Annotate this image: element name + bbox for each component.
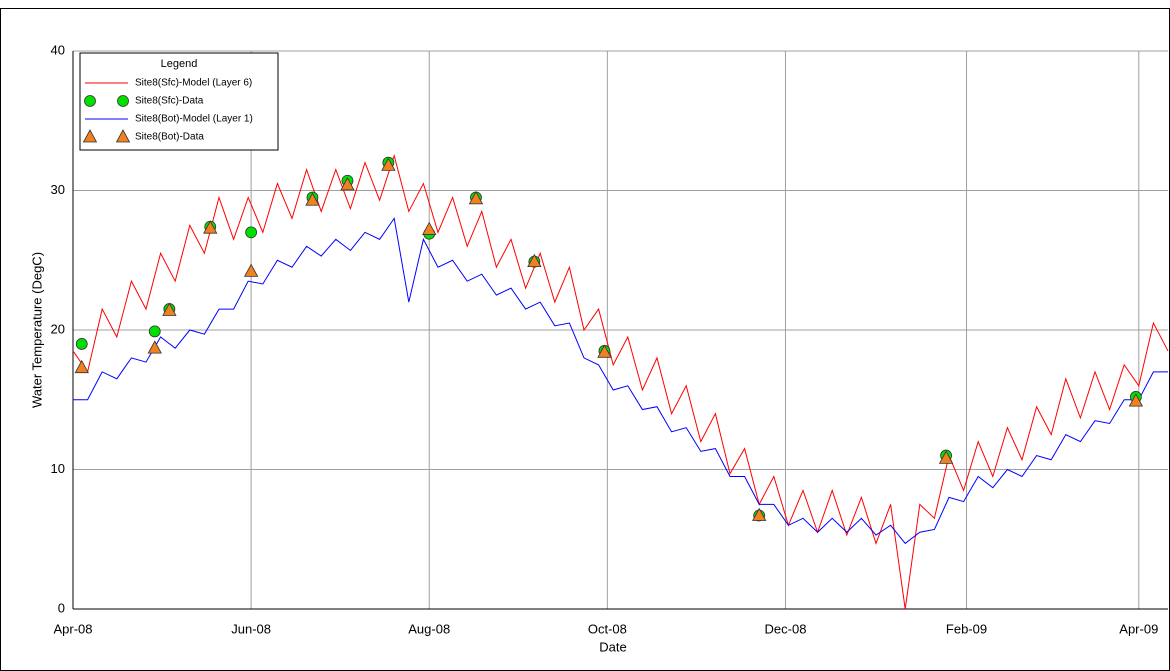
x-tick-label: Apr-08 bbox=[53, 621, 92, 636]
legend-label: Site8(Sfc)-Data bbox=[135, 96, 204, 107]
data-marker bbox=[245, 226, 258, 239]
data-marker bbox=[148, 325, 161, 338]
x-tick-label: Jun-08 bbox=[231, 621, 271, 636]
x-tick-label: Oct-08 bbox=[588, 621, 627, 636]
data-marker bbox=[527, 253, 542, 268]
legend-label: Site8(Bot)-Model (Layer 1) bbox=[135, 114, 253, 125]
data-marker bbox=[74, 359, 89, 374]
legend-label: Site8(Bot)-Data bbox=[135, 132, 204, 143]
data-marker bbox=[82, 129, 98, 143]
data-marker bbox=[147, 340, 162, 354]
data-marker bbox=[597, 344, 612, 358]
data-marker bbox=[117, 95, 129, 107]
data-marker bbox=[84, 95, 96, 107]
legend-title: Legend bbox=[161, 58, 198, 70]
x-axis-title: Date bbox=[599, 639, 626, 654]
data-marker bbox=[1128, 393, 1144, 407]
data-marker bbox=[340, 177, 355, 191]
x-tick-label: Feb-09 bbox=[946, 621, 987, 636]
legend-label: Site8(Sfc)-Model (Layer 6) bbox=[135, 78, 252, 89]
data-marker bbox=[938, 450, 954, 464]
y-axis-title: Water Temperature (DegC) bbox=[29, 252, 44, 408]
data-marker bbox=[203, 220, 218, 234]
x-tick-label: Apr-09 bbox=[1119, 621, 1158, 636]
legend: Legend Site8(Sfc)-Model (Layer 6) Site8(Sf… bbox=[79, 52, 279, 151]
data-marker bbox=[243, 263, 259, 277]
legend-box bbox=[79, 52, 279, 151]
data-marker bbox=[381, 157, 396, 171]
model-line bbox=[73, 217, 1168, 545]
y-tick-label: 0 bbox=[58, 600, 65, 615]
data-marker bbox=[162, 302, 177, 316]
data-marker bbox=[75, 338, 88, 350]
y-tick-label: 40 bbox=[51, 42, 65, 57]
data-marker bbox=[468, 191, 484, 205]
data-marker bbox=[115, 129, 131, 143]
model-line bbox=[72, 153, 1169, 610]
data-marker bbox=[752, 507, 767, 521]
y-tick-label: 30 bbox=[51, 182, 65, 197]
x-tick-label: Aug-08 bbox=[408, 621, 450, 636]
x-tick-label: Dec-08 bbox=[765, 621, 807, 636]
y-tick-label: 20 bbox=[51, 321, 65, 336]
data-marker bbox=[305, 192, 320, 206]
y-tick-label: 10 bbox=[51, 461, 65, 476]
data-marker bbox=[422, 221, 437, 235]
